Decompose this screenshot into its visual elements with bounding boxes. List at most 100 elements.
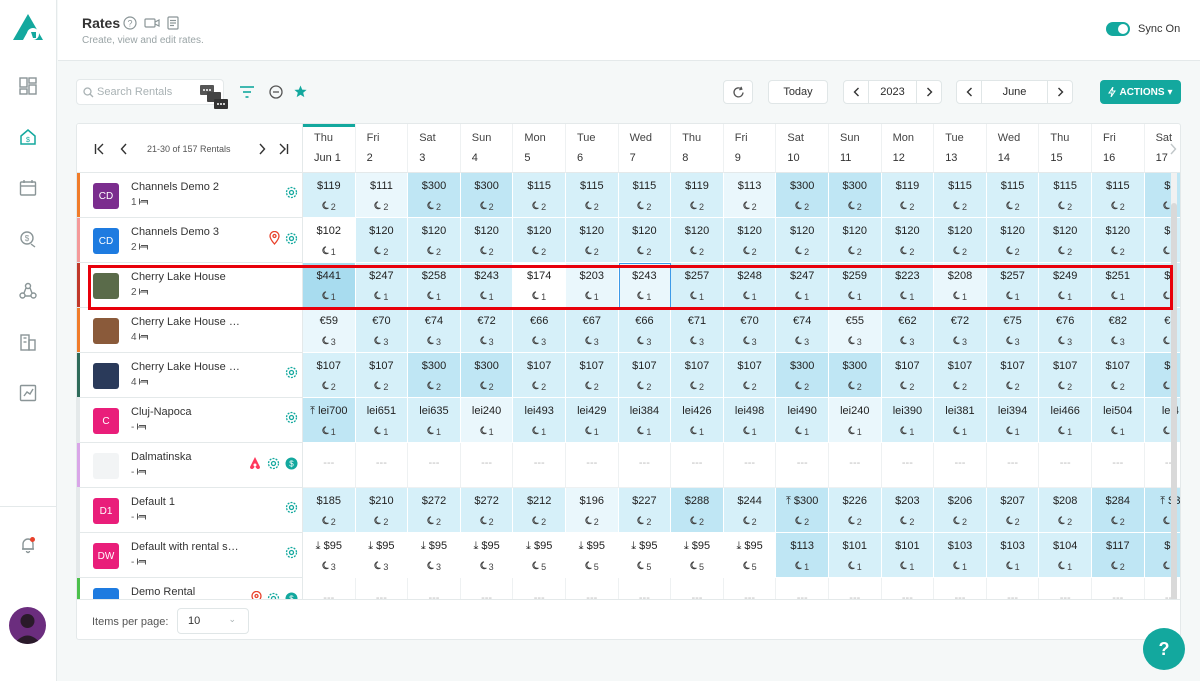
rate-cell[interactable]: $249 1 [1039,263,1092,308]
rental-name[interactable]: Demo Rental [131,586,196,598]
settings-gear-icon[interactable] [285,186,298,202]
month-next-button[interactable] [1048,81,1072,103]
rate-cell[interactable]: $107 2 [1092,353,1145,398]
rate-cell[interactable]: $120 2 [460,218,514,263]
rate-cell[interactable]: --- [776,578,829,599]
rental-row[interactable]: Dalmatinska - $ [77,443,303,488]
rate-cell[interactable]: $107 2 [986,353,1040,398]
rate-cell[interactable]: --- [1092,578,1145,599]
rate-cell[interactable]: ⤓ $95 3 [460,533,514,578]
rate-cell[interactable]: $203 1 [566,263,619,308]
rate-cell[interactable]: --- [513,578,566,599]
rate-cell[interactable]: --- [881,578,935,599]
rate-cell[interactable]: lei426 1 [671,398,724,443]
rate-cell[interactable]: ⤓ $95 5 [618,533,672,578]
rate-cell[interactable]: $107 2 [881,353,935,398]
rate-cell[interactable]: ⤒ $300 2 [776,488,829,533]
rate-cell[interactable]: --- [829,443,882,488]
dashboard-icon[interactable] [17,75,39,97]
rate-cell[interactable]: $210 2 [355,488,409,533]
rate-cell[interactable]: €72 3 [934,308,987,353]
rate-cell[interactable]: $111 2 [355,173,409,218]
rental-name[interactable]: Default 1 [131,496,176,508]
rate-cell[interactable]: ⤒ lei700 1 [303,398,356,443]
rate-cell[interactable]: €74 3 [408,308,461,353]
rate-cell[interactable]: $115 2 [934,173,987,218]
rate-cell[interactable]: $120 2 [829,218,882,263]
rate-cell[interactable]: --- [1039,443,1092,488]
rate-cell[interactable]: €66 3 [618,308,672,353]
help-circle-icon[interactable]: ? [123,16,137,30]
rate-cell[interactable]: $247 1 [355,263,409,308]
rental-name[interactable]: Cherry Lake House [131,271,226,283]
rate-cell[interactable]: --- [881,443,935,488]
settings-gear-icon[interactable] [285,546,298,562]
rate-cell[interactable]: $259 1 [829,263,882,308]
rate-cell[interactable]: --- [776,443,829,488]
rate-cell[interactable]: $104 1 [1039,533,1092,578]
rate-cell[interactable]: $288 2 [671,488,724,533]
rate-cell[interactable]: $212 2 [513,488,566,533]
calendar-icon[interactable] [17,177,39,199]
rate-cell[interactable]: --- [566,443,619,488]
user-avatar[interactable] [9,607,46,644]
rate-cell[interactable]: $113 2 [723,173,777,218]
rate-cell[interactable]: $107 2 [513,353,566,398]
rate-cell[interactable]: lei381 1 [934,398,987,443]
rate-cell[interactable]: $107 2 [1039,353,1092,398]
rate-cell[interactable]: --- [1039,578,1092,599]
last-page-icon[interactable] [276,142,290,156]
rate-cell[interactable]: $243 1 [460,263,514,308]
rental-row[interactable]: Cherry Lake House - Test Listing 2 4 [77,353,303,398]
actions-button[interactable]: ACTIONS ▾ [1100,80,1181,104]
rental-row[interactable]: Cherry Lake House 2 [77,263,303,308]
rate-cell[interactable]: $115 2 [1039,173,1092,218]
settings-gear-icon[interactable] [285,366,298,382]
rate-cell[interactable]: $300 2 [408,353,461,398]
rate-cell[interactable]: $208 2 [1039,488,1092,533]
rate-cell[interactable]: ⤓ $95 5 [671,533,724,578]
rate-cell[interactable]: lei635 1 [408,398,461,443]
rate-cell[interactable]: $258 1 [408,263,461,308]
airbnb-icon[interactable] [248,456,262,473]
rate-cell[interactable]: --- [355,443,409,488]
rate-cell[interactable]: $272 2 [460,488,514,533]
bell-icon[interactable] [17,534,39,556]
rate-cell[interactable]: $115 2 [986,173,1040,218]
rate-cell[interactable]: €62 3 [881,308,935,353]
rate-cell[interactable]: $185 2 [303,488,356,533]
filter-icon[interactable] [238,84,256,100]
rate-cell[interactable]: €55 3 [829,308,882,353]
document-icon[interactable] [166,16,180,30]
rental-name[interactable]: Channels Demo 2 [131,181,220,193]
settings-gear-icon[interactable] [267,457,280,473]
rate-cell[interactable]: $119 2 [881,173,935,218]
rate-cell[interactable]: --- [460,578,514,599]
rental-name[interactable]: Dalmatinska [131,451,192,463]
rate-cell[interactable]: $120 2 [776,218,829,263]
channels-icon[interactable] [17,280,39,302]
rate-cell[interactable]: $103 1 [986,533,1040,578]
rate-cell[interactable]: --- [408,578,461,599]
rate-cell[interactable]: $300 2 [460,353,514,398]
location-pin-icon[interactable] [251,590,262,599]
settings-gear-icon[interactable] [285,411,298,427]
rate-cell[interactable]: €66 3 [513,308,566,353]
rate-cell[interactable]: $115 2 [513,173,566,218]
rate-cell[interactable]: €71 3 [671,308,724,353]
rate-cell[interactable]: $113 1 [776,533,829,578]
rate-cell[interactable]: --- [460,443,514,488]
refresh-button[interactable] [723,80,753,104]
rate-cell[interactable]: --- [934,578,987,599]
rate-cell[interactable]: €82 3 [1092,308,1145,353]
rate-cell[interactable]: $174 1 [513,263,566,308]
rate-cell[interactable]: $300 2 [776,353,829,398]
rate-cell[interactable]: $120 2 [723,218,777,263]
rate-cell[interactable]: lei466 1 [1039,398,1092,443]
rate-cell[interactable]: $257 1 [671,263,724,308]
rental-name[interactable]: Cherry Lake House - Test Listing 2 [131,361,241,373]
rate-cell[interactable]: ⤓ $95 3 [408,533,461,578]
rental-name[interactable]: Default with rental settings [131,541,241,553]
today-button[interactable]: Today [768,80,828,104]
toggle-switch[interactable] [1106,22,1130,36]
